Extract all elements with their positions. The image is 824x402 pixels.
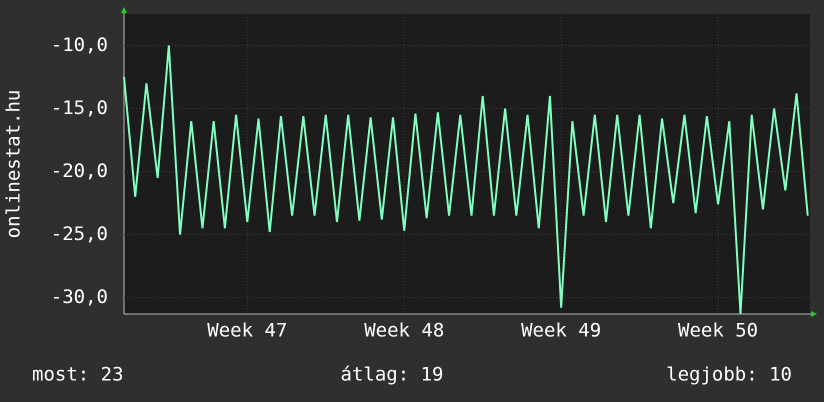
x-tick-label: Week 47 xyxy=(207,320,287,342)
y-tick-label: -25,0 xyxy=(51,223,108,245)
x-tick-label: Week 50 xyxy=(678,320,758,342)
stat-label: most: 23 xyxy=(32,364,124,386)
data-line xyxy=(123,45,809,315)
plot-area xyxy=(124,14,810,314)
y-tick-label: -20,0 xyxy=(51,160,108,182)
stat-label: átlag: 19 xyxy=(341,364,444,386)
y-axis-label: onlinestat.hu xyxy=(3,90,25,239)
x-tick-label: Week 49 xyxy=(521,320,601,342)
y-tick-label: -15,0 xyxy=(51,97,108,119)
stat-label: legjobb: 10 xyxy=(666,364,792,386)
y-tick-label: -10,0 xyxy=(51,34,108,56)
axis-arrow xyxy=(121,7,127,13)
axis-arrow xyxy=(811,311,817,317)
y-tick-label: -30,0 xyxy=(51,286,108,308)
x-tick-label: Week 48 xyxy=(364,320,444,342)
